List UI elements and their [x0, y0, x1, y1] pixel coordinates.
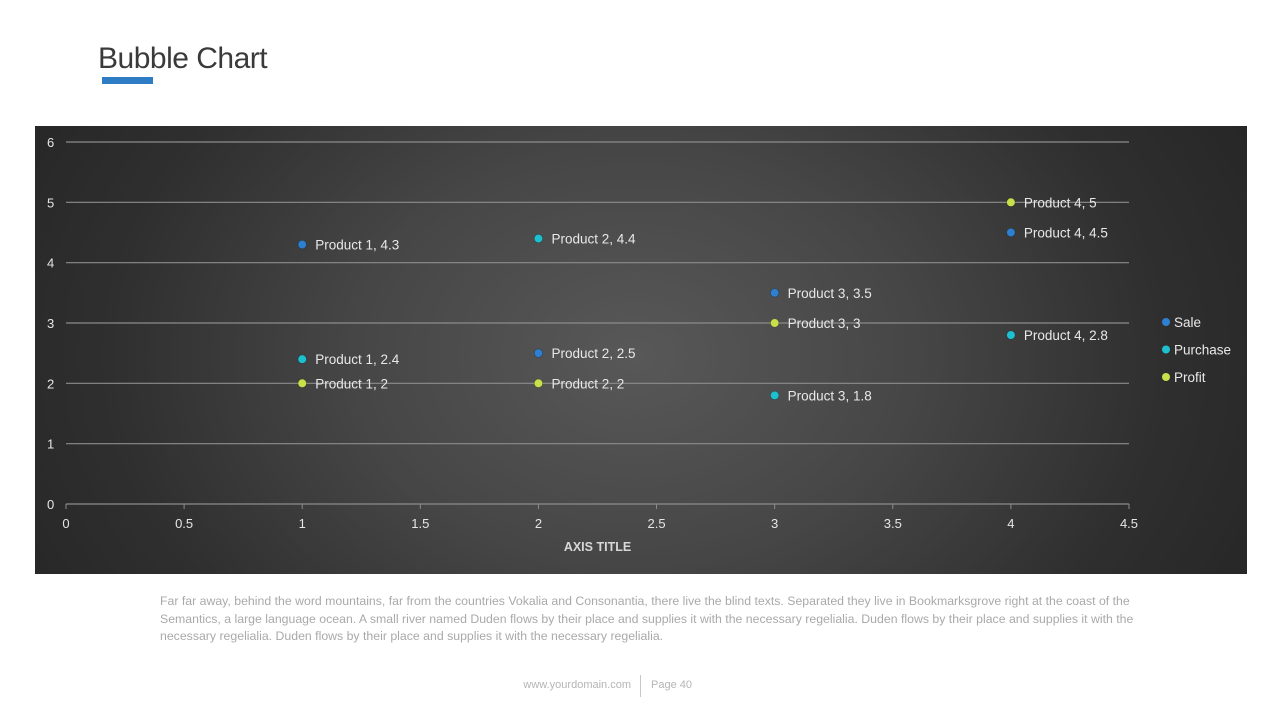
y-tick-label: 0: [47, 497, 54, 512]
data-point-purchase[interactable]: [1006, 330, 1016, 340]
data-label: Product 2, 2: [551, 376, 624, 391]
footer-divider: [640, 675, 641, 697]
data-label: Product 4, 2.8: [1024, 328, 1108, 343]
y-tick-label: 6: [47, 135, 54, 150]
y-tick-label: 3: [47, 316, 54, 331]
data-point-sale[interactable]: [297, 240, 307, 250]
data-label: Product 3, 3: [788, 316, 861, 331]
data-point-purchase[interactable]: [770, 390, 780, 400]
legend-item-profit[interactable]: Profit: [1162, 370, 1206, 385]
data-point-purchase[interactable]: [533, 234, 543, 244]
x-tick-label: 1: [299, 516, 306, 531]
legend-marker-icon: [1162, 318, 1170, 326]
data-point-purchase[interactable]: [297, 354, 307, 364]
slide-title: Bubble Chart: [98, 42, 268, 75]
y-tick-label: 5: [47, 195, 54, 210]
data-point-sale[interactable]: [533, 348, 543, 358]
legend-marker-icon: [1162, 373, 1170, 381]
legend-marker-icon: [1162, 345, 1170, 354]
x-tick-label: 3.5: [884, 516, 902, 531]
x-tick-label: 0: [62, 516, 69, 531]
legend-label: Profit: [1174, 370, 1206, 385]
legend-label: Purchase: [1174, 343, 1231, 358]
title-accent-bar: [102, 77, 153, 84]
footer: www.yourdomain.com Page 40: [0, 675, 1280, 698]
x-tick-label: 2: [535, 516, 542, 531]
data-point-profit[interactable]: [770, 318, 780, 328]
data-label: Product 4, 4.5: [1024, 226, 1108, 241]
legend-item-purchase[interactable]: Purchase: [1162, 343, 1231, 358]
x-tick-label: 4: [1007, 516, 1014, 531]
x-tick-label: 4.5: [1120, 516, 1138, 531]
legend-item-sale[interactable]: Sale: [1162, 315, 1201, 330]
y-tick-label: 1: [47, 437, 54, 452]
data-label: Product 3, 1.8: [788, 388, 872, 403]
footer-domain[interactable]: www.yourdomain.com: [523, 679, 631, 691]
data-label: Product 2, 4.4: [551, 232, 636, 247]
y-tick-label: 4: [47, 256, 54, 271]
data-point-sale[interactable]: [770, 288, 780, 298]
data-label: Product 2, 2.5: [551, 346, 635, 361]
data-point-sale[interactable]: [1006, 228, 1016, 238]
chart-plot-area: 0 1 2 3 4 5 6 0 0.5 1 1.5 2 2.5 3 3.5 4 4.5 AXIS TITLE Pro…: [47, 135, 1231, 554]
data-point-profit[interactable]: [533, 378, 543, 388]
data-label: Product 1, 2: [315, 376, 388, 391]
x-tick-label: 2.5: [648, 516, 666, 531]
x-axis-title: AXIS TITLE: [564, 540, 631, 554]
data-point-profit[interactable]: [1006, 197, 1016, 207]
page-number: Page 40: [651, 679, 692, 691]
data-label: Product 3, 3.5: [788, 286, 872, 301]
x-tick-label: 0.5: [175, 516, 193, 531]
x-tick-label: 1.5: [411, 516, 429, 531]
bubble-chart: 0 1 2 3 4 5 6 0 0.5 1 1.5 2 2.5 3 3.5 4 4.5 AXIS TITLE Pro…: [35, 126, 1247, 574]
data-label: Product 1, 2.4: [315, 352, 400, 367]
x-tick-label: 3: [771, 516, 778, 531]
description-paragraph: Far far away, behind the word mountains,…: [160, 594, 1134, 643]
data-label: Product 4, 5: [1024, 195, 1097, 210]
data-point-profit[interactable]: [297, 378, 307, 388]
data-label: Product 1, 4.3: [315, 238, 399, 253]
legend-label: Sale: [1174, 315, 1201, 330]
y-tick-label: 2: [47, 376, 54, 391]
